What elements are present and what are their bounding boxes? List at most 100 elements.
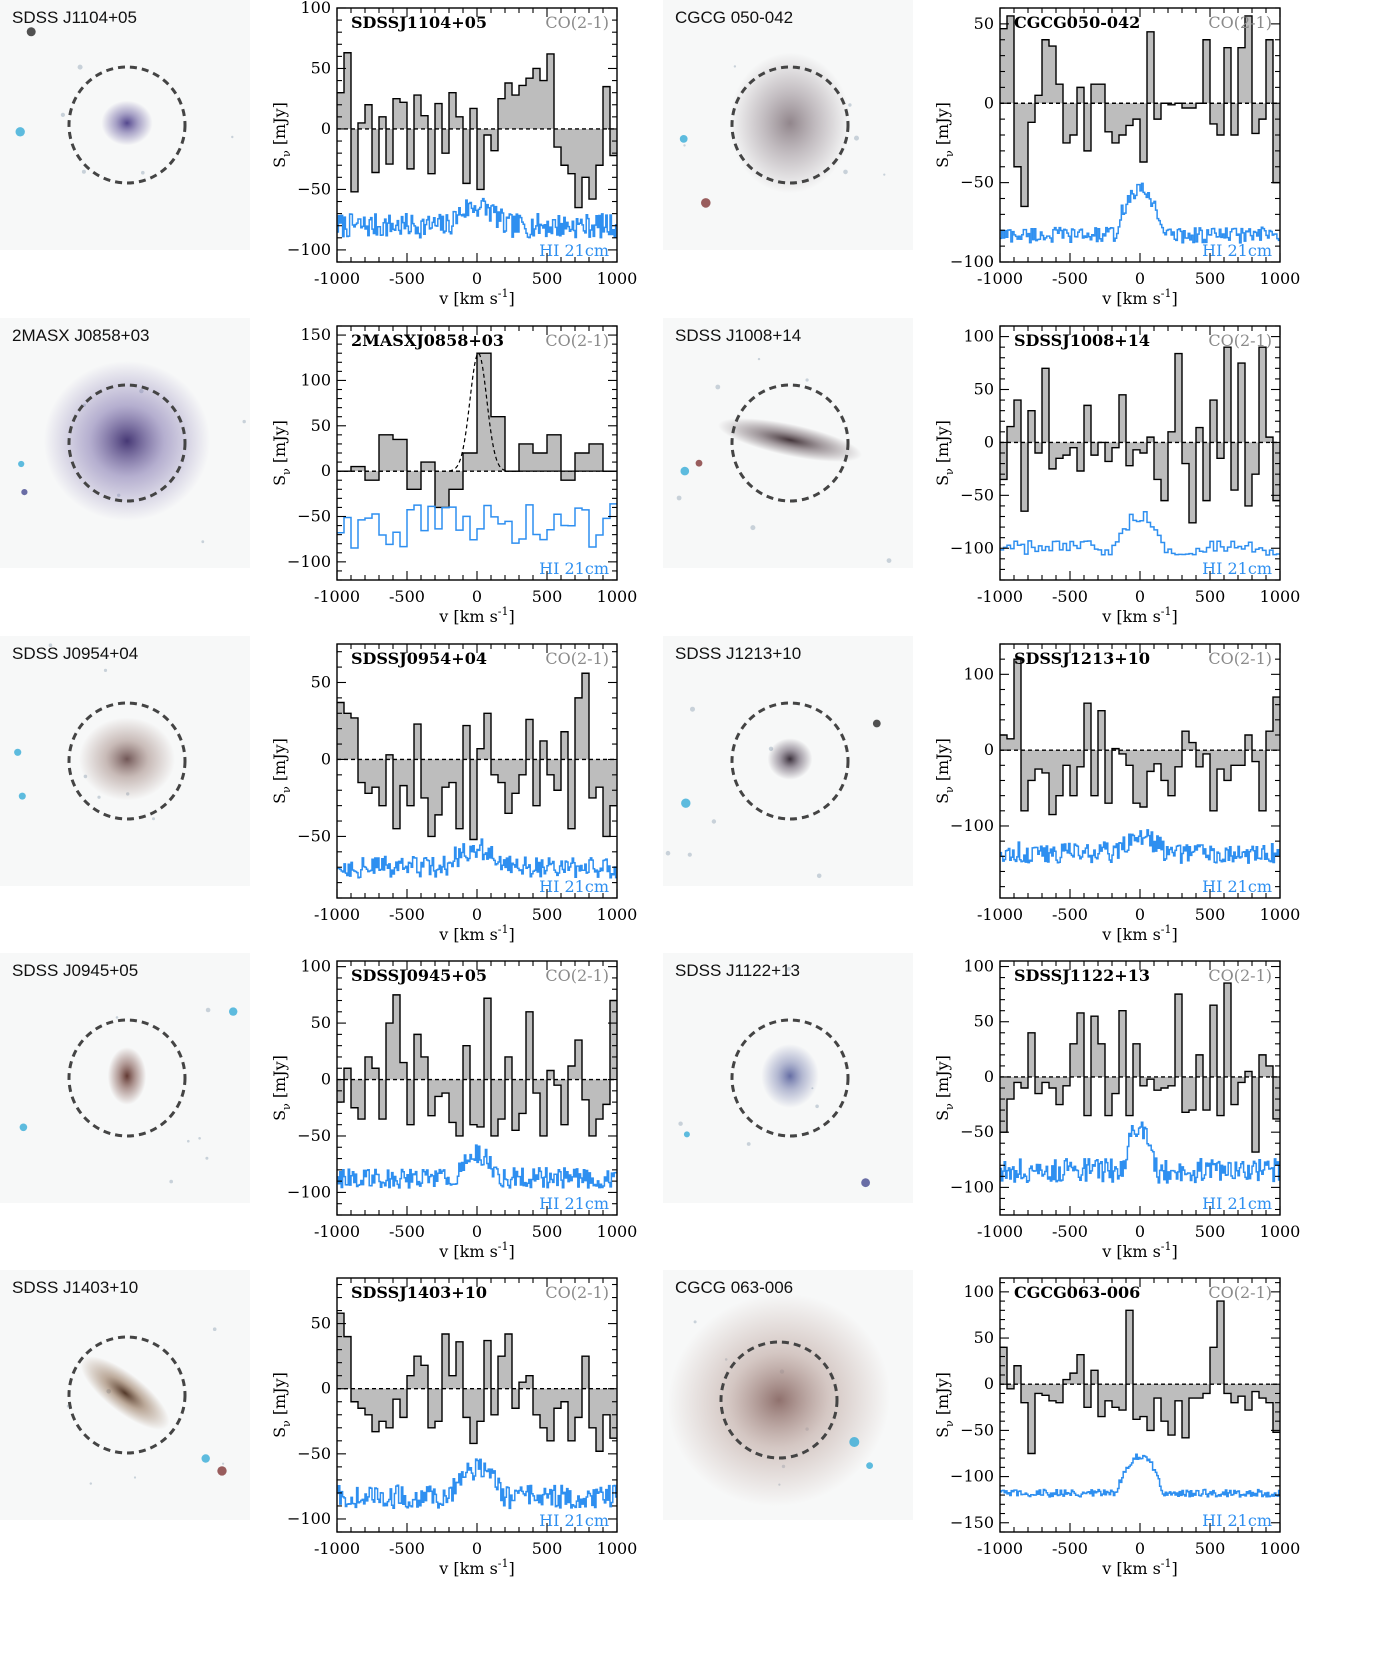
y-tick-label: 100 <box>300 0 331 17</box>
field-star <box>681 798 691 808</box>
co-bar <box>484 713 491 760</box>
field-star <box>89 1482 93 1485</box>
co-bar <box>1098 84 1105 104</box>
co-bar <box>1266 39 1273 104</box>
co-bar <box>1154 442 1161 480</box>
co-line-label: CO(2-1) <box>1208 1283 1272 1302</box>
x-axis-label: v [km s-1] <box>438 923 515 944</box>
co-bar <box>1119 103 1126 135</box>
field-star <box>231 135 234 139</box>
galaxy-image <box>667 1293 891 1507</box>
co-bar <box>407 128 414 169</box>
co-bar <box>1063 1076 1070 1086</box>
x-axis-label: v [km s-1] <box>438 287 515 308</box>
co-bar <box>1231 103 1238 135</box>
field-star <box>81 169 86 174</box>
hi-spectrum-line <box>1000 1121 1280 1184</box>
field-star <box>866 1462 873 1469</box>
co-bar <box>400 1062 407 1080</box>
co-bar <box>1014 103 1021 167</box>
galaxy-name-label: CGCG 050-042 <box>675 8 794 27</box>
co-bar <box>1245 1071 1252 1077</box>
field-star <box>883 173 886 176</box>
y-tick-label: 100 <box>963 664 994 683</box>
field-star <box>141 170 145 175</box>
hi-spectrum-line <box>1000 1453 1280 1498</box>
co-bar <box>393 439 407 472</box>
co-bar <box>470 1079 477 1125</box>
y-axis-label: Sν [mJy] <box>933 738 956 804</box>
co-bar <box>1210 1347 1217 1385</box>
field-star <box>115 1016 119 1019</box>
beam-aperture-circle <box>67 701 187 821</box>
co-bar <box>1021 103 1028 207</box>
co-bar <box>533 453 547 472</box>
co-bar <box>589 759 596 798</box>
x-tick-label: 1000 <box>1260 587 1301 606</box>
hi-spectrum-line <box>337 1144 617 1189</box>
galaxy-image <box>717 418 863 462</box>
field-star <box>861 1178 870 1188</box>
co-bar <box>484 1340 491 1389</box>
x-tick-label: 0 <box>1135 269 1145 288</box>
co-bar <box>379 1388 386 1422</box>
x-tick-label: -500 <box>1052 905 1088 924</box>
field-star <box>815 1104 819 1109</box>
co-bar <box>351 1079 358 1108</box>
co-bar <box>575 1388 582 1418</box>
co-bar <box>358 1388 365 1409</box>
co-bar <box>575 697 582 760</box>
x-tick-label: -1000 <box>314 587 360 606</box>
co-bar <box>1000 442 1007 480</box>
y-tick-label: 50 <box>311 1314 331 1333</box>
co-bar <box>1091 750 1098 796</box>
y-tick-label: 100 <box>963 1282 994 1301</box>
y-tick-label: 50 <box>974 380 994 399</box>
x-tick-label: -1000 <box>314 269 360 288</box>
x-axis-label: v [km s-1] <box>438 605 515 626</box>
co-bar <box>596 1079 603 1120</box>
co-bar <box>372 1388 379 1432</box>
co-bar <box>1091 442 1098 456</box>
x-tick-label: -500 <box>389 1539 425 1558</box>
field-star <box>854 135 859 141</box>
x-axis-label: v [km s-1] <box>1101 1557 1178 1578</box>
co-bar <box>1168 1384 1175 1436</box>
co-bar <box>1049 750 1056 815</box>
x-tick-label: 500 <box>532 1222 563 1241</box>
y-tick-label: 50 <box>311 58 331 77</box>
x-tick-label: 1000 <box>1260 1539 1301 1558</box>
co-bar <box>512 95 519 129</box>
co-bar <box>1259 1054 1266 1077</box>
co-bar <box>428 1079 435 1116</box>
co-bar <box>1217 1301 1224 1385</box>
co-bar <box>435 1388 442 1422</box>
co-bar <box>498 759 505 783</box>
co-bar <box>519 759 526 775</box>
spectrum-galaxy-name: SDSSJ1213+10 <box>1014 649 1150 668</box>
co-bar <box>442 759 449 788</box>
x-tick-label: 500 <box>1195 1539 1226 1558</box>
x-tick-label: -500 <box>1052 1222 1088 1241</box>
co-spectrum-line <box>1000 1300 1280 1455</box>
co-bar <box>1273 103 1280 183</box>
co-bar <box>561 1388 568 1402</box>
co-bar <box>1168 1076 1175 1086</box>
co-bar <box>1042 368 1049 443</box>
field-star <box>133 1476 137 1479</box>
co-bar <box>1028 410 1035 443</box>
co-bar <box>1119 1010 1126 1077</box>
co-bar <box>519 1079 526 1114</box>
co-bar <box>1000 1076 1007 1133</box>
hi-line-label: HI 21cm <box>539 1511 609 1530</box>
co-bar <box>1182 1076 1189 1113</box>
co-bar <box>1224 983 1231 1077</box>
co-bar <box>610 1388 617 1439</box>
spectrum-galaxy-name: 2MASXJ0858+03 <box>351 331 504 350</box>
hi-line-label: HI 21cm <box>539 877 609 896</box>
field-star <box>886 558 892 563</box>
co-bar <box>414 1356 421 1389</box>
co-bar <box>1084 703 1091 751</box>
co-bar <box>554 1388 561 1409</box>
y-tick-label: 0 <box>321 1070 331 1089</box>
